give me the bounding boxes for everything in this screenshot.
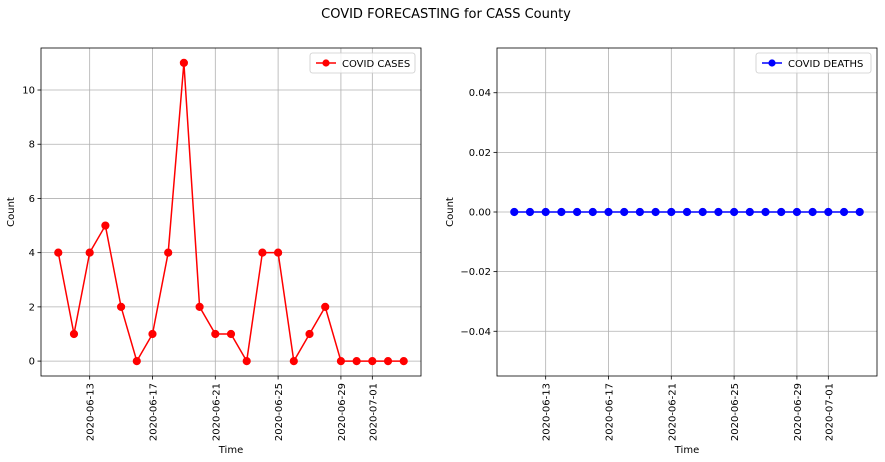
deaths-data-point [604, 207, 613, 217]
deaths-data-point [667, 207, 676, 217]
deaths-data-point [525, 207, 535, 217]
cases-data-point [164, 248, 173, 257]
deaths-data-point [714, 207, 723, 217]
deaths-x-tick-label: 2020-06-13 [542, 383, 553, 441]
deaths-data-point [839, 207, 849, 217]
deaths-y-tick-label: −0.02 [460, 267, 491, 278]
cases-x-axis-label: Time [218, 445, 243, 456]
cases-data-point [85, 248, 94, 257]
deaths-x-tick-label: 2020-06-25 [730, 383, 741, 441]
cases-x-tick-label: 2020-07-01 [368, 383, 379, 441]
cases-x-tick-label: 2020-06-29 [337, 383, 348, 441]
cases-y-tick-label: 10 [22, 86, 35, 97]
cases-data-point [368, 356, 377, 366]
cases-data-point [258, 248, 267, 257]
deaths-legend-marker [768, 59, 776, 67]
deaths-data-point [682, 207, 692, 217]
deaths-data-point [541, 207, 550, 217]
deaths-chart: 2020-06-13 2020-06-17 2020-06-21 2020-06-25… [445, 47, 878, 456]
deaths-data-point [824, 207, 833, 217]
cases-legend-box [309, 52, 416, 74]
cases-y-tick-label: 6 [29, 194, 35, 205]
deaths-y-tick-label: 0.02 [469, 148, 491, 159]
cases-data-point [274, 248, 283, 257]
cases-x-tick-label: 2020-06-21 [211, 383, 222, 441]
cases-data-point [211, 329, 220, 339]
deaths-data-point [761, 207, 770, 217]
cases-data-point [352, 356, 361, 366]
deaths-y-tick-label: 0.00 [469, 208, 491, 219]
deaths-data-point [635, 207, 644, 217]
deaths-data-point [792, 207, 802, 217]
figure-title: COVID FORECASTING for CASS County [321, 7, 571, 22]
cases-data-point [336, 356, 346, 366]
cases-y-axis-label: Count [6, 197, 17, 227]
cases-data-point [242, 356, 251, 366]
deaths-data-point [698, 207, 707, 217]
cases-chart: 2020-06-13 2020-06-17 2020-06-21 2020-06-25… [6, 47, 422, 456]
cases-y-tick-label: 4 [29, 248, 35, 259]
deaths-legend-box [755, 52, 872, 74]
cases-data-point [226, 329, 236, 339]
cases-y-tick-label: 0 [29, 357, 35, 368]
cases-data-point [116, 302, 126, 311]
deaths-data-point [745, 207, 754, 217]
cases-data-point [383, 356, 393, 366]
cases-data-point [305, 329, 314, 339]
deaths-data-point [730, 207, 739, 217]
cases-y-tick-label: 2 [29, 302, 35, 313]
deaths-y-tick-label: −0.04 [460, 327, 491, 338]
cases-data-point [321, 302, 330, 311]
deaths-data-point [572, 207, 582, 217]
cases-series-line [57, 62, 404, 364]
deaths-data-point [510, 207, 519, 217]
cases-legend-label: COVID CASES [342, 59, 410, 70]
cases-data-point [399, 356, 408, 366]
cases-data-point [289, 356, 298, 366]
deaths-x-tick-label: 2020-06-29 [793, 383, 804, 441]
cases-data-point [69, 329, 79, 339]
cases-x-tick-label: 2020-06-17 [148, 383, 159, 441]
deaths-y-axis-label: Count [445, 197, 456, 227]
deaths-data-point [651, 207, 660, 217]
deaths-data-point [588, 207, 597, 217]
deaths-data-point [808, 207, 817, 217]
cases-data-point [132, 356, 141, 366]
cases-data-point [148, 329, 157, 339]
deaths-data-point [855, 207, 864, 217]
deaths-x-tick-label: 2020-06-21 [667, 383, 678, 441]
cases-data-point [195, 302, 204, 311]
deaths-x-tick-label: 2020-07-01 [824, 383, 835, 441]
cases-x-tick-label: 2020-06-13 [86, 383, 97, 441]
cases-data-point [101, 221, 110, 230]
deaths-data-point [620, 207, 629, 217]
deaths-data-point [557, 207, 566, 217]
cases-plot-frame [40, 47, 422, 377]
deaths-legend-label: COVID DEATHS [788, 59, 863, 70]
deaths-y-tick-label: 0.04 [469, 88, 491, 99]
cases-y-tick-label: 8 [29, 140, 35, 151]
cases-legend-marker [322, 59, 330, 67]
deaths-data-point [777, 207, 786, 217]
cases-data-point [179, 58, 188, 68]
cases-x-tick-label: 2020-06-25 [274, 383, 285, 441]
deaths-x-axis-label: Time [674, 445, 699, 456]
cases-data-point [54, 248, 63, 257]
deaths-x-tick-label: 2020-06-17 [604, 383, 615, 441]
